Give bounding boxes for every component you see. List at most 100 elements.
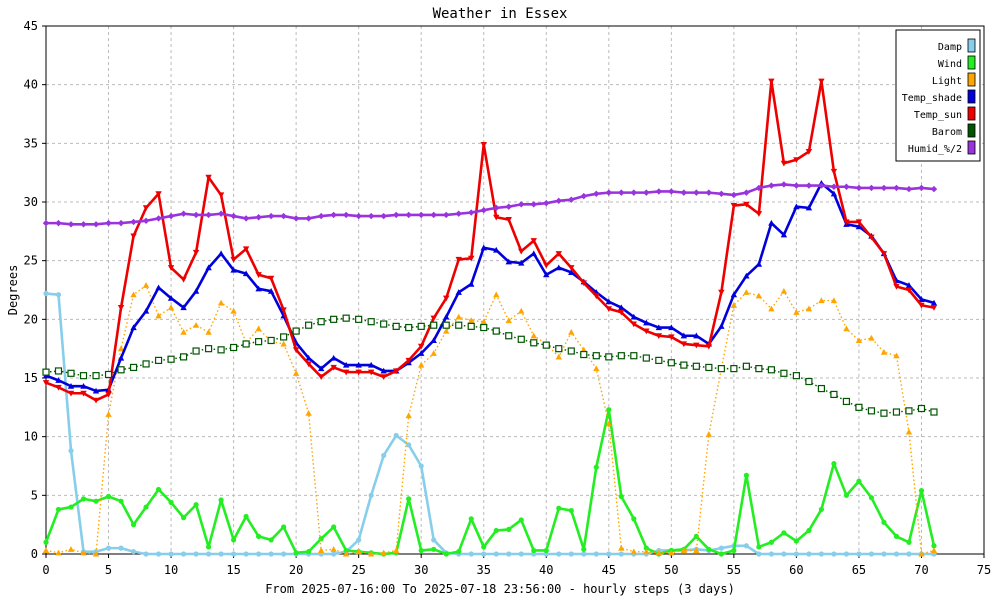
wind-point [606,407,611,412]
wind-point [419,548,424,553]
x-tick-label: 65 [852,563,866,577]
damp-point [181,551,186,556]
wind-point [218,497,223,502]
damp-point [581,551,586,556]
damp-point [269,551,274,556]
barom-point [181,354,187,360]
barom-point [581,352,587,358]
wind-point [781,530,786,535]
y-tick-label: 5 [31,488,38,502]
barom-point [656,357,662,363]
damp-point [131,549,136,554]
wind-point [794,538,799,543]
y-tick-label: 20 [24,312,38,326]
wind-point [481,544,486,549]
barom-point [68,370,74,376]
barom-point [643,355,649,361]
damp-point [394,433,399,438]
wind-point [43,540,48,545]
barom-point [156,357,162,363]
barom-point [168,356,174,362]
barom-point [193,348,199,354]
wind-point [619,494,624,499]
wind-point [856,479,861,484]
barom-point [568,348,574,354]
damp-point [244,551,249,556]
x-axis-label: From 2025-07-16:00 To 2025-07-18 23:56:0… [265,582,735,596]
y-tick-label: 30 [24,195,38,209]
x-tick-label: 30 [414,563,428,577]
wind-point [594,465,599,470]
wind-point [281,524,286,529]
damp-point [594,551,599,556]
wind-point [519,517,524,522]
damp-point [906,551,911,556]
wind-point [469,516,474,521]
barom-point [718,366,724,372]
barom-point [431,322,437,328]
wind-point [844,493,849,498]
wind-point [306,549,311,554]
y-tick-label: 10 [24,430,38,444]
barom-point [543,342,549,348]
wind-point [181,515,186,520]
barom-point [418,323,424,329]
wind-point [631,516,636,521]
damp-point [381,453,386,458]
wind-point [294,550,299,555]
x-tick-label: 40 [539,563,553,577]
legend: DampWindLightTemp_shadeTemp_sunBaromHumi… [896,30,980,161]
barom-point [556,346,562,352]
wind-point [806,528,811,533]
damp-point [431,537,436,542]
wind-point [531,548,536,553]
wind-point [131,522,136,527]
legend-label-temp-shade: Temp_shade [902,93,962,104]
x-tick-label: 75 [977,563,991,577]
damp-point [331,551,336,556]
barom-point [381,321,387,327]
damp-point [168,551,173,556]
x-tick-label: 35 [477,563,491,577]
x-tick-label: 25 [351,563,365,577]
barom-point [881,410,887,416]
x-tick-label: 60 [789,563,803,577]
barom-point [706,364,712,370]
wind-point [556,506,561,511]
barom-point [343,315,349,321]
wind-point [331,524,336,529]
wind-point [193,502,198,507]
damp-point [193,551,198,556]
damp-point [481,551,486,556]
barom-point [743,363,749,369]
y-tick-label: 35 [24,136,38,150]
wind-point [93,499,98,504]
barom-point [281,334,287,340]
barom-point [81,373,87,379]
legend-swatch-barom [968,124,975,137]
y-tick-label: 45 [24,19,38,33]
barom-point [131,364,137,370]
damp-point [881,551,886,556]
x-tick-label: 45 [602,563,616,577]
barom-point [818,386,824,392]
wind-point [831,461,836,466]
barom-point [456,322,462,328]
wind-point [256,534,261,539]
legend-swatch-damp [968,39,975,52]
barom-point [493,328,499,334]
barom-point [793,373,799,379]
wind-point [156,487,161,492]
barom-point [93,373,99,379]
damp-point [506,551,511,556]
damp-point [256,551,261,556]
legend-label-temp-sun: Temp_sun [914,110,962,121]
damp-point [406,442,411,447]
damp-point [894,551,899,556]
legend-label-humid-2: Humid_%/2 [908,144,962,155]
wind-point [881,520,886,525]
barom-point [368,319,374,325]
wind-point [269,537,274,542]
damp-point [769,551,774,556]
barom-point [893,409,899,415]
